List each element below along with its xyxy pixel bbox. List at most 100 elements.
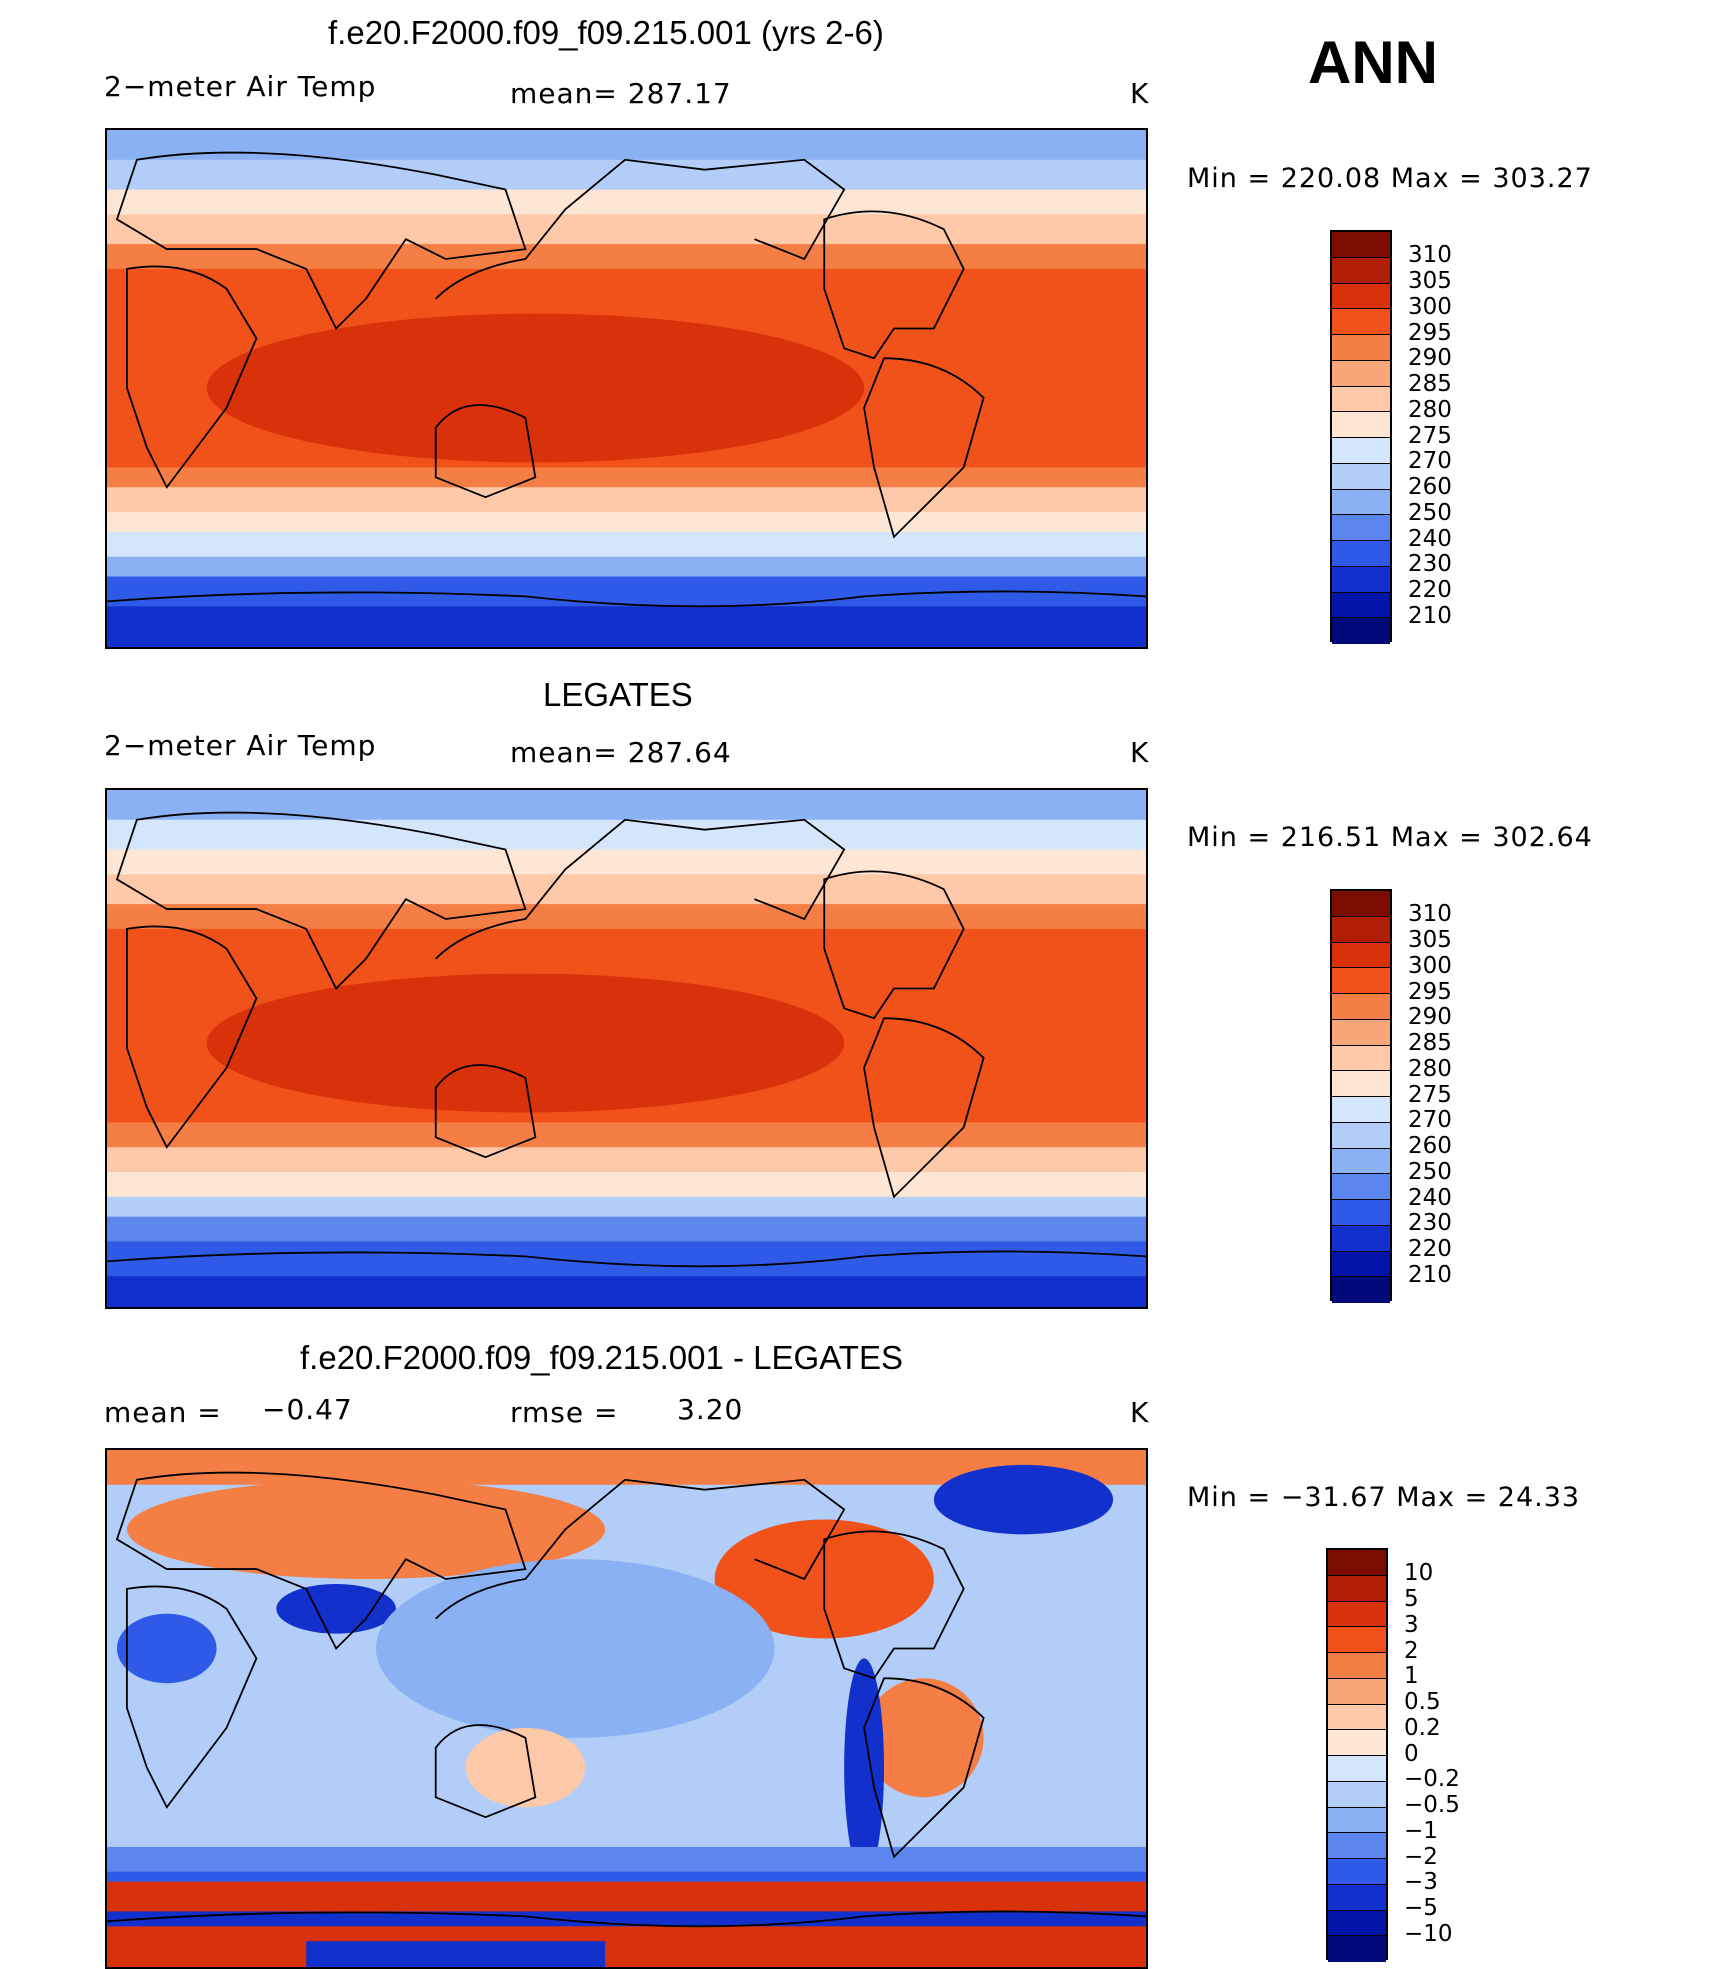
colorbar-tick-label: 10 — [1404, 1560, 1434, 1587]
colorbar-tick-label: 230 — [1408, 1210, 1452, 1237]
colorbar-swatch — [1332, 1148, 1390, 1175]
colorbar-swatch — [1332, 232, 1390, 258]
colorbar-tick-label: 295 — [1408, 319, 1452, 346]
panel-1-title: f.e20.F2000.f09_f09.215.001 (yrs 2-6) — [328, 14, 884, 51]
colorbar-tick-label: 270 — [1408, 448, 1452, 475]
colorbar-swatch — [1332, 438, 1390, 464]
colorbar-tick-label: 290 — [1408, 345, 1452, 372]
panel-3-mean-value: −0.47 — [262, 1393, 353, 1426]
colorbar-swatch — [1328, 1627, 1386, 1653]
panel-3-map — [105, 1448, 1148, 1969]
panel-3-colorbar — [1326, 1548, 1388, 1962]
colorbar-swatch — [1332, 515, 1390, 541]
colorbar-tick-label: 0.5 — [1404, 1689, 1441, 1715]
colorbar-tick-label: 1 — [1404, 1663, 1419, 1690]
colorbar-tick-label: 0.2 — [1404, 1714, 1441, 1741]
colorbar-swatch — [1332, 1019, 1390, 1046]
colorbar-swatch — [1332, 1200, 1390, 1226]
colorbar-swatch — [1328, 1704, 1386, 1731]
colorbar-swatch — [1328, 1884, 1386, 1911]
colorbar-tick-label: 220 — [1408, 1236, 1452, 1262]
colorbar-tick-label: 230 — [1408, 551, 1452, 578]
colorbar-tick-label: 250 — [1408, 1158, 1452, 1185]
colorbar-tick-label: 210 — [1408, 1261, 1452, 1288]
colorbar-tick-label: 260 — [1408, 1133, 1452, 1159]
colorbar-swatch — [1332, 592, 1390, 619]
colorbar-swatch — [1328, 1807, 1386, 1834]
colorbar-swatch — [1328, 1653, 1386, 1679]
colorbar-tick-label: 210 — [1408, 602, 1452, 629]
colorbar-swatch — [1328, 1575, 1386, 1602]
panel-1-mean: mean= 287.17 — [510, 77, 732, 110]
colorbar-tick-label: 295 — [1408, 978, 1452, 1005]
season-label: ANN — [1308, 29, 1438, 96]
colorbar-swatch — [1332, 968, 1390, 994]
colorbar-swatch — [1332, 335, 1390, 361]
colorbar-tick-label: −3 — [1404, 1869, 1438, 1896]
colorbar-swatch — [1328, 1601, 1386, 1628]
panel-1-colorbar — [1330, 230, 1392, 644]
colorbar-tick-label: −2 — [1404, 1843, 1438, 1870]
panel-2-colorbar — [1330, 889, 1392, 1303]
colorbar-tick-label: 2 — [1404, 1637, 1419, 1664]
colorbar-tick-label: 5 — [1404, 1586, 1419, 1612]
colorbar-tick-label: 290 — [1408, 1004, 1452, 1031]
colorbar-tick-label: 280 — [1408, 396, 1452, 423]
colorbar-tick-label: 300 — [1408, 952, 1452, 979]
colorbar-swatch — [1332, 283, 1390, 310]
colorbar-swatch — [1328, 1781, 1386, 1808]
panel-3-field — [107, 1450, 1146, 1967]
panel-2-field — [107, 790, 1146, 1307]
colorbar-swatch — [1328, 1550, 1386, 1576]
panel-2-units: K — [1130, 736, 1150, 769]
colorbar-swatch — [1332, 1277, 1390, 1303]
colorbar-swatch — [1332, 1071, 1390, 1097]
colorbar-swatch — [1332, 1122, 1390, 1149]
colorbar-swatch — [1328, 1730, 1386, 1756]
panel-3-rmse-value: 3.20 — [677, 1393, 744, 1426]
panel-1-minmax: Min = 220.08 Max = 303.27 — [1187, 163, 1593, 194]
colorbar-swatch — [1332, 412, 1390, 438]
colorbar-swatch — [1328, 1859, 1386, 1885]
colorbar-tick-label: 250 — [1408, 499, 1452, 526]
panel-2-minmax: Min = 216.51 Max = 302.64 — [1187, 822, 1593, 853]
panel-3-units: K — [1130, 1396, 1150, 1429]
colorbar-swatch — [1332, 360, 1390, 387]
colorbar-tick-label: 3 — [1404, 1611, 1419, 1638]
panel-3-title: f.e20.F2000.f09_f09.215.001 - LEGATES — [300, 1339, 903, 1376]
colorbar-tick-label: −5 — [1404, 1895, 1438, 1921]
panel-3-rmse-label: rmse = — [510, 1396, 619, 1429]
colorbar-swatch — [1332, 1045, 1390, 1072]
colorbar-tick-label: 220 — [1408, 577, 1452, 603]
colorbar-swatch — [1332, 942, 1390, 969]
colorbar-tick-label: 305 — [1408, 268, 1452, 294]
colorbar-swatch — [1328, 1833, 1386, 1859]
colorbar-tick-label: −0.5 — [1404, 1792, 1460, 1818]
colorbar-swatch — [1332, 566, 1390, 593]
panel-1-units: K — [1130, 77, 1150, 110]
colorbar-tick-label: 300 — [1408, 293, 1452, 320]
panel-1-field — [107, 130, 1146, 647]
colorbar-tick-label: 285 — [1408, 1030, 1452, 1056]
panel-2-mean: mean= 287.64 — [510, 736, 732, 769]
colorbar-swatch — [1332, 1174, 1390, 1200]
colorbar-tick-label: 285 — [1408, 371, 1452, 397]
panel-1-map — [105, 128, 1148, 649]
panel-2-map — [105, 788, 1148, 1309]
colorbar-tick-label: −1 — [1404, 1817, 1438, 1844]
colorbar-swatch — [1332, 489, 1390, 516]
colorbar-tick-label: 260 — [1408, 474, 1452, 500]
colorbar-tick-label: 240 — [1408, 1184, 1452, 1211]
colorbar-swatch — [1328, 1678, 1386, 1705]
panel-3-minmax: Min = −31.67 Max = 24.33 — [1187, 1482, 1581, 1513]
panel-3-mean-label: mean = — [104, 1396, 222, 1429]
colorbar-tick-label: −10 — [1404, 1920, 1453, 1947]
colorbar-swatch — [1332, 386, 1390, 413]
panel-2-variable: 2−meter Air Temp — [104, 729, 377, 762]
colorbar-swatch — [1332, 618, 1390, 644]
colorbar-swatch — [1328, 1936, 1386, 1962]
colorbar-swatch — [1332, 1097, 1390, 1123]
colorbar-swatch — [1328, 1910, 1386, 1937]
colorbar-tick-label: 310 — [1408, 901, 1452, 928]
colorbar-tick-label: 240 — [1408, 525, 1452, 552]
